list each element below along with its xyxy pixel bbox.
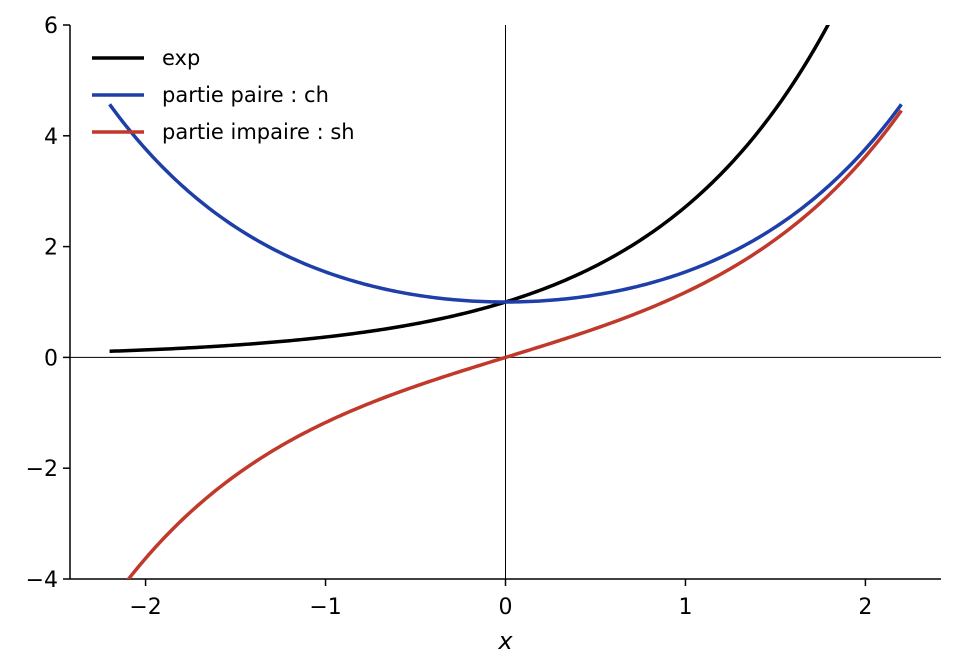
legend-label: partie paire : ch: [162, 83, 329, 107]
x-tick-label: 2: [858, 595, 872, 620]
x-axis-label: x: [497, 627, 513, 655]
y-tick-label: −4: [26, 568, 58, 593]
legend-label: exp: [162, 46, 200, 70]
x-tick-label: 0: [499, 595, 513, 620]
series-lines: [108, 25, 903, 579]
series-line-1: [109, 25, 830, 354]
x-tick-label: −1: [309, 595, 341, 620]
y-tick-label: 0: [44, 346, 58, 371]
legend: exp partie paire : ch partie impaire : sh: [92, 46, 355, 144]
x-tick-label: −2: [129, 595, 161, 620]
series-line-3: [126, 109, 903, 579]
series-line-2: [108, 103, 903, 304]
y-tick-label: 2: [44, 236, 58, 261]
y-tick-label: 6: [44, 14, 58, 39]
y-tick-label: −2: [26, 457, 58, 482]
tick-marks: −2 −1 0 1 2 −4 −2 0 2 4 6 x: [26, 14, 873, 655]
x-tick-label: 1: [678, 595, 692, 620]
y-tick-label: 4: [44, 125, 58, 150]
legend-label: partie impaire : sh: [162, 120, 355, 144]
